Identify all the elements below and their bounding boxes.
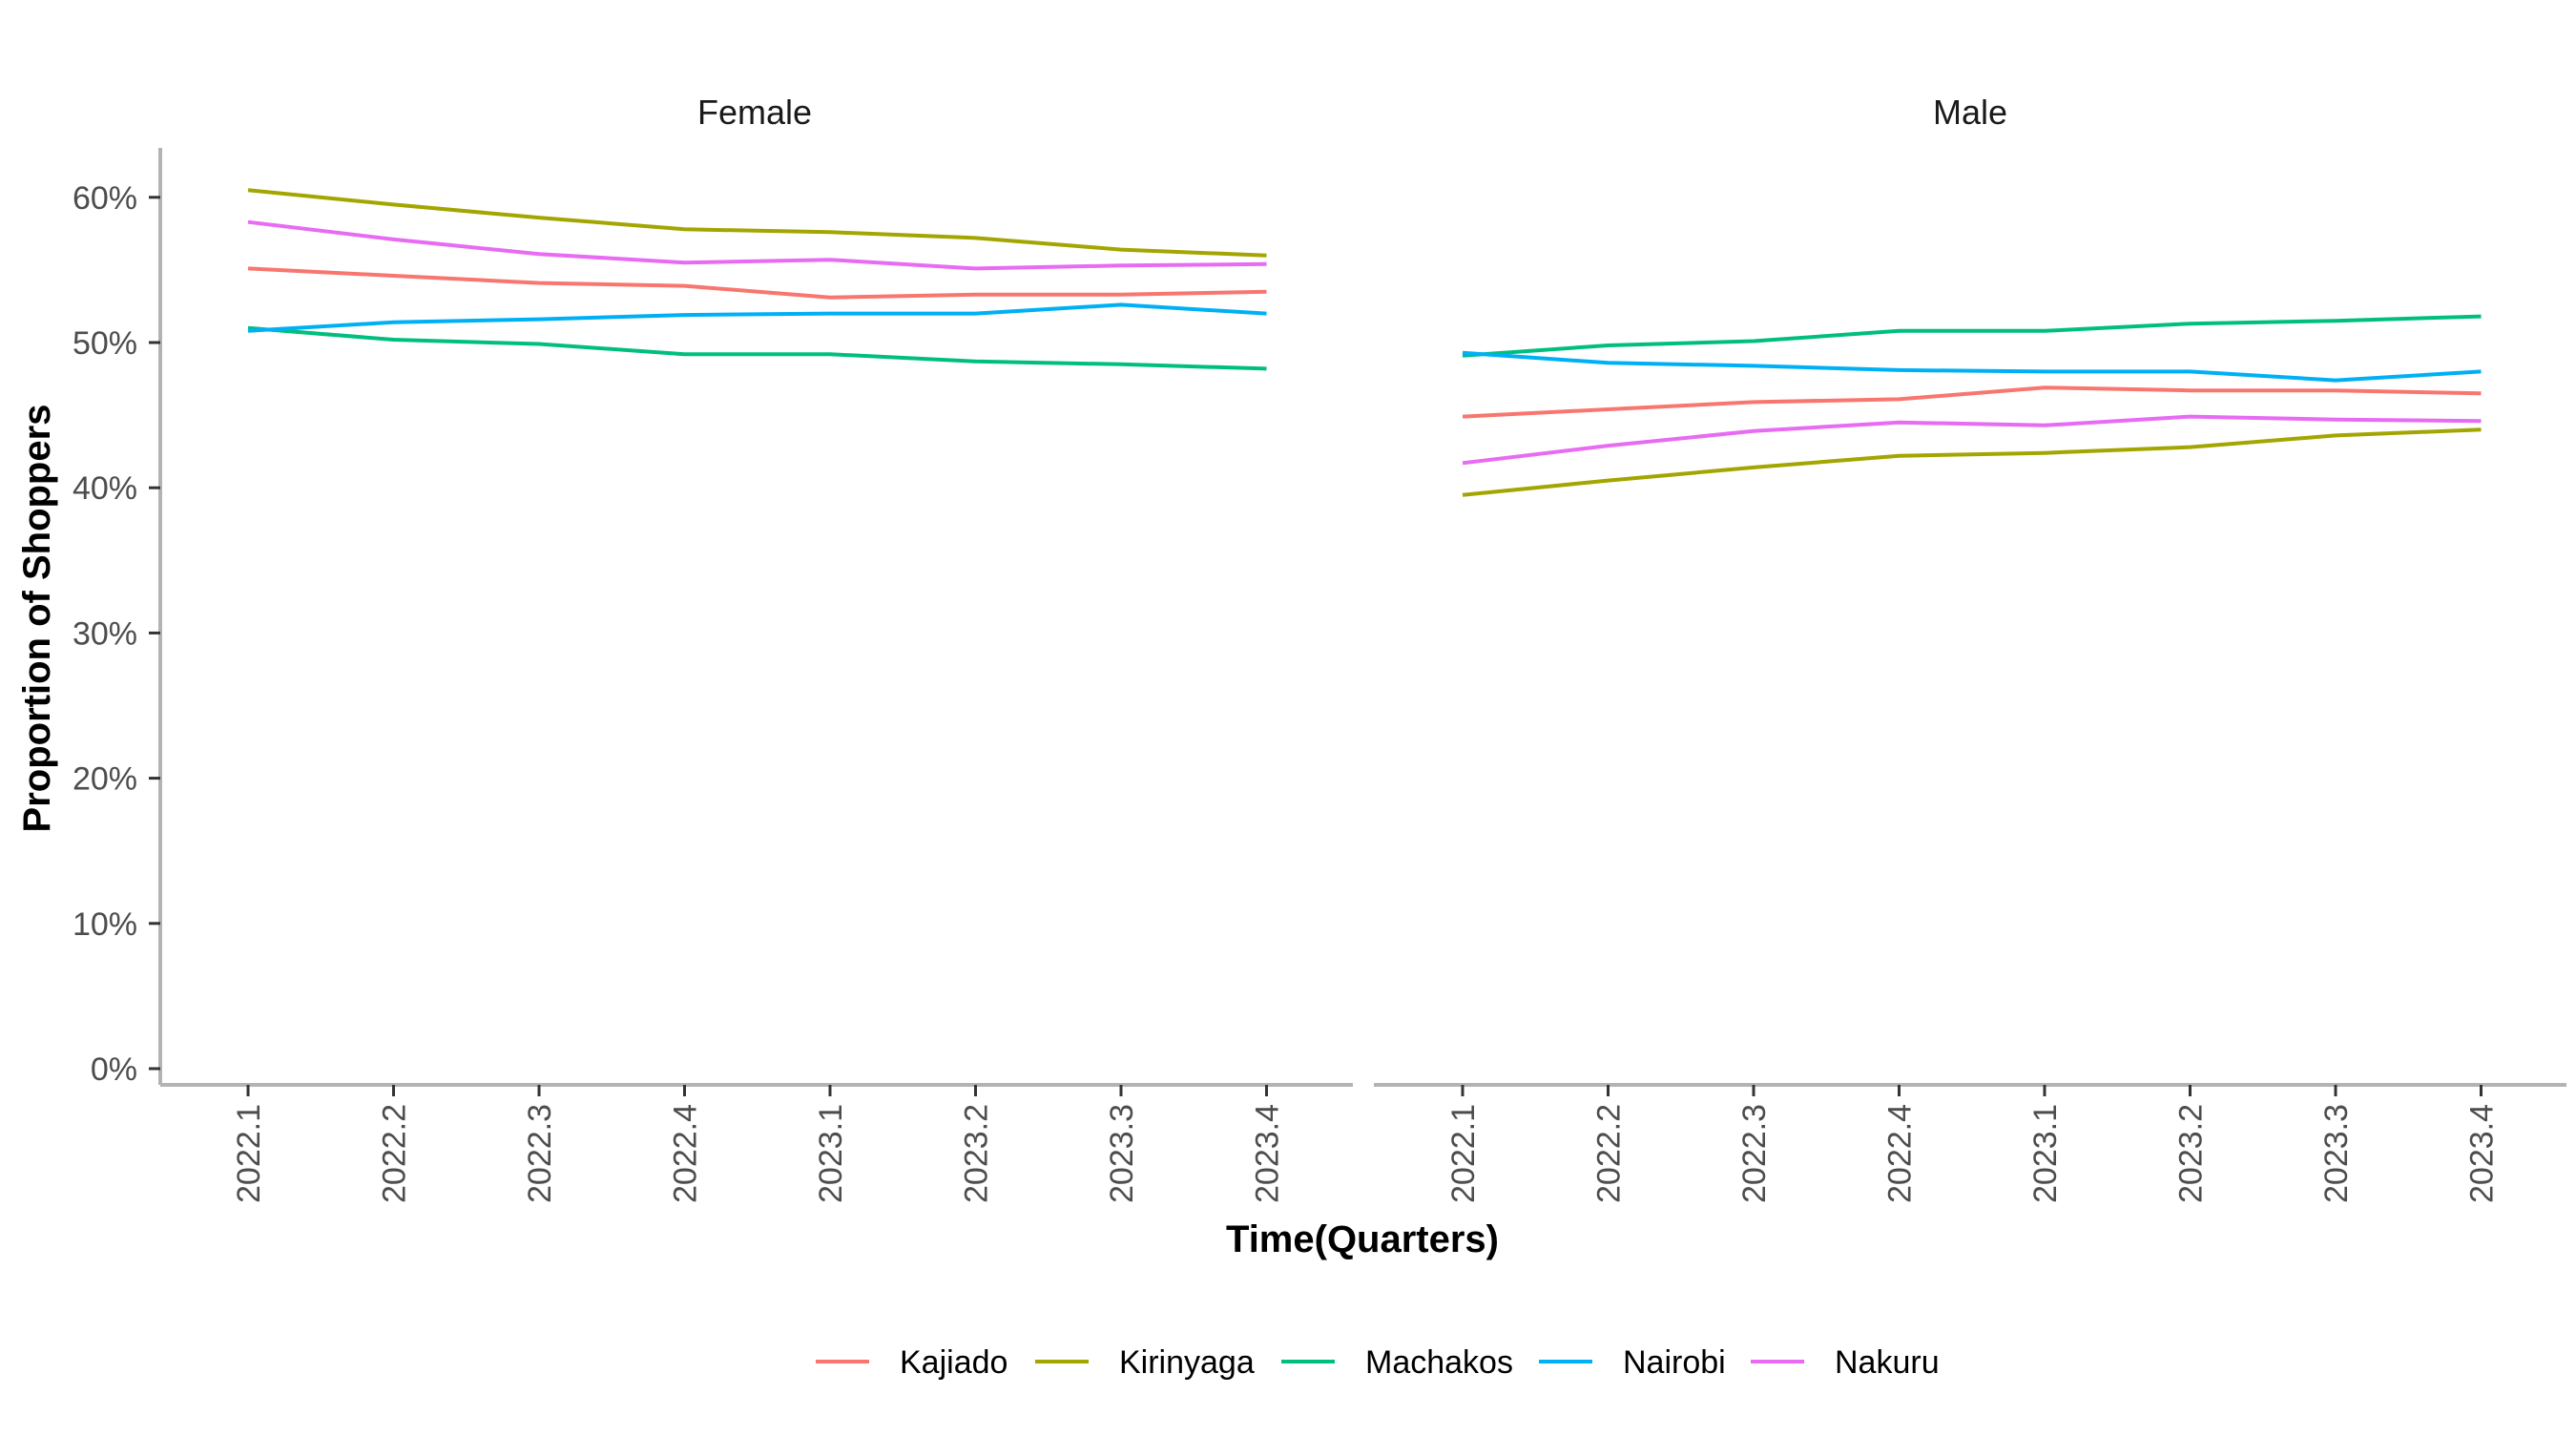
legend-label: Kirinyaga (1119, 1344, 1255, 1381)
panel-female: 2022.1 2022.2 2022.3 2022.4 2023.1 2023.2 2023… (160, 188, 1353, 1203)
y-tick-label: 50% (73, 325, 137, 362)
series-line-kirinyaga-female (247, 188, 1267, 258)
x-tick-label: 2023.3 (2318, 1104, 2355, 1203)
legend-item-kajiado: Kajiado (816, 1344, 1008, 1381)
x-tick-label: 2022.4 (668, 1104, 704, 1203)
x-tick-label: 2023.1 (2027, 1104, 2064, 1203)
y-tick-label: 60% (73, 180, 137, 217)
series-line-nairobi-male (1462, 350, 2482, 383)
facet-label-male: Male (1933, 93, 2007, 132)
x-tick-label: 2022.2 (1591, 1104, 1628, 1203)
facet-strips: Female Male (697, 93, 2007, 132)
series-line-nakuru-female (247, 219, 1267, 271)
y-tick-label: 40% (73, 470, 137, 507)
x-tick-label: 2023.2 (2173, 1104, 2210, 1203)
y-tick-label: 0% (91, 1051, 137, 1088)
x-axis-title: Time(Quarters) (1226, 1218, 1499, 1260)
x-tick-label: 2023.4 (1250, 1104, 1286, 1203)
series-line-nairobi-female (247, 302, 1267, 333)
legend-label: Nairobi (1623, 1344, 1726, 1381)
legend-item-kirinyaga: Kirinyaga (1035, 1344, 1255, 1381)
y-tick-label: 30% (73, 615, 137, 652)
legend-label: Kajiado (900, 1344, 1008, 1381)
x-tick-label: 2022.3 (522, 1104, 558, 1203)
legend-label: Nakuru (1835, 1344, 1940, 1381)
x-tick-label: 2022.4 (1882, 1104, 1919, 1203)
x-tick-label: 2022.2 (377, 1104, 413, 1203)
x-tick-label: 2022.1 (231, 1104, 267, 1203)
series-line-kirinyaga-male (1462, 427, 2482, 497)
y-tick-label: 10% (73, 906, 137, 943)
x-tick-label: 2022.3 (1736, 1104, 1773, 1203)
x-tick-label: 2023.4 (2464, 1104, 2501, 1203)
series-line-kajiado-female (247, 266, 1267, 300)
legend: Kajiado Kirinyaga Machakos Nairobi Nakuru (816, 1344, 1940, 1381)
x-tick-label: 2023.1 (813, 1104, 849, 1203)
x-tick-label: 2023.3 (1104, 1104, 1140, 1203)
y-axis: 0% 10% 20% 30% 40% 50% 60% (73, 148, 162, 1088)
series-line-machakos-male (1462, 314, 2482, 358)
x-tick-label: 2022.1 (1445, 1104, 1482, 1203)
x-tick-label: 2023.2 (959, 1104, 995, 1203)
facet-label-female: Female (697, 93, 812, 132)
panel-male: 2022.1 2022.2 2022.3 2022.4 2023.1 2023.2 2023… (1374, 314, 2566, 1203)
y-axis-title: Proportion of Shoppers (16, 405, 58, 833)
series-line-nakuru-male (1462, 414, 2482, 466)
legend-label: Machakos (1365, 1344, 1513, 1381)
series-line-kajiado-male (1462, 385, 2482, 419)
y-tick-label: 20% (73, 761, 137, 798)
legend-item-nakuru: Nakuru (1751, 1344, 1940, 1381)
panels: 2022.1 2022.2 2022.3 2022.4 2023.1 2023.2 2023… (160, 188, 2566, 1203)
legend-item-machakos: Machakos (1281, 1344, 1513, 1381)
legend-item-nairobi: Nairobi (1539, 1344, 1726, 1381)
series-line-machakos-female (247, 325, 1267, 371)
